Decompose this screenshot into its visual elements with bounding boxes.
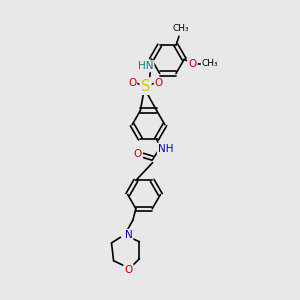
Text: N: N (124, 230, 132, 240)
Text: O: O (134, 149, 142, 159)
Text: O: O (155, 78, 163, 88)
Text: CH₃: CH₃ (172, 24, 189, 33)
Text: O: O (128, 78, 136, 88)
Text: O: O (188, 58, 196, 68)
Text: S: S (141, 79, 150, 94)
Text: HN: HN (138, 61, 153, 71)
Text: O: O (124, 265, 133, 275)
Text: CH₃: CH₃ (202, 59, 218, 68)
Text: NH: NH (158, 144, 173, 154)
